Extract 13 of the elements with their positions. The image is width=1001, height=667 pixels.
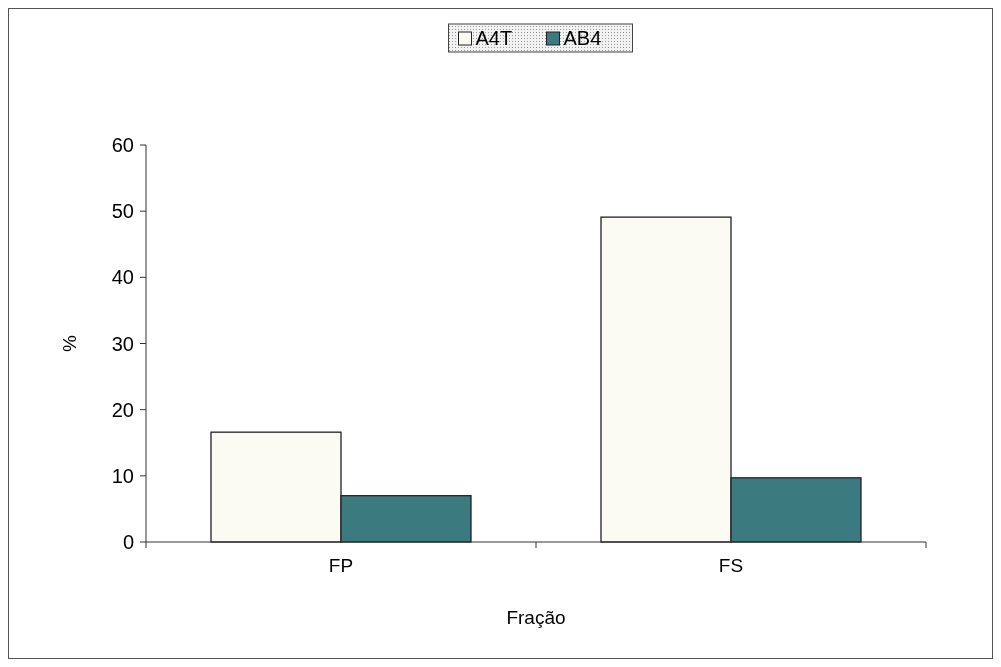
y-tick-label: 30 (111, 332, 134, 355)
y-axis-title: % (59, 334, 80, 352)
x-tick-label: FP (328, 555, 354, 576)
y-tick-label: 50 (111, 200, 134, 223)
legend-label: AB4 (563, 27, 602, 49)
y-tick-label: 20 (111, 398, 134, 421)
y-tick-label: 0 (122, 531, 134, 553)
y-tick-label: 60 (111, 134, 134, 156)
y-tick-label: 10 (111, 464, 134, 487)
x-tick-label: FS (718, 555, 744, 576)
x-axis-title: Fração (506, 607, 566, 628)
y-tick-label: 40 (111, 266, 134, 289)
legend-label: A4T (475, 27, 513, 49)
